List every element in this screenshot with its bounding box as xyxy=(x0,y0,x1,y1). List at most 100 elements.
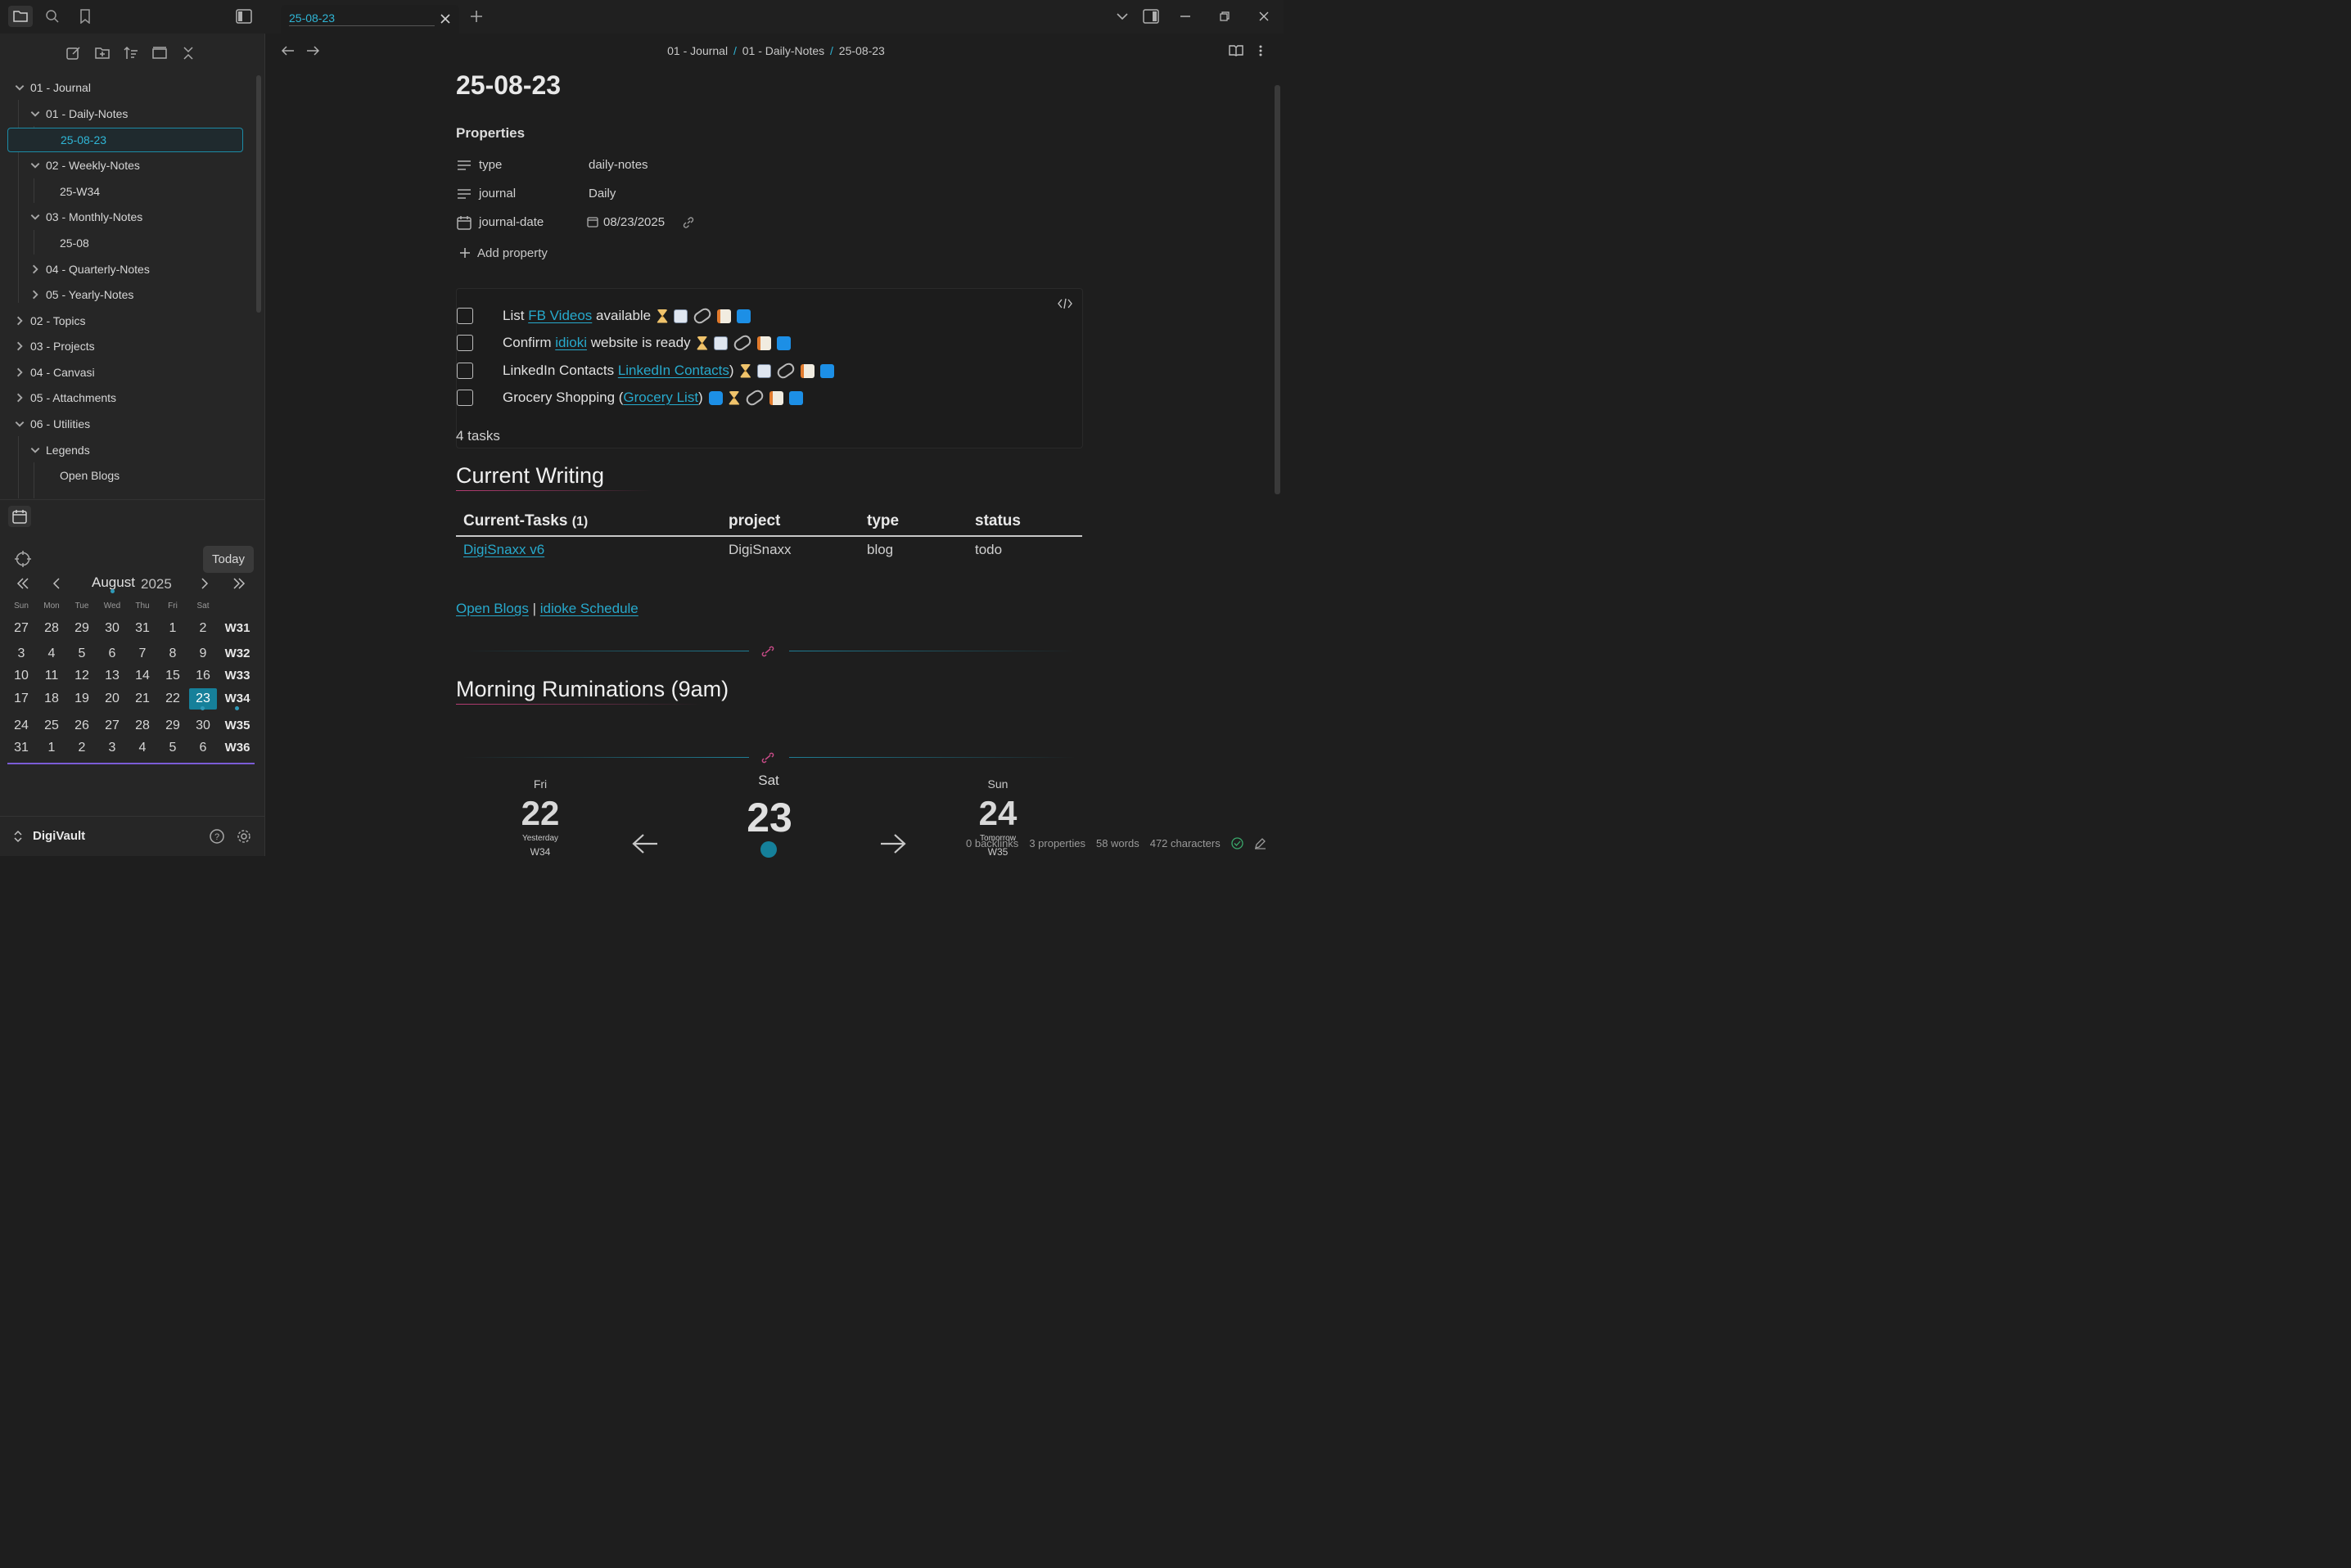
chain-link-icon[interactable] xyxy=(692,305,714,327)
tree-folder[interactable]: 01 - Daily-Notes xyxy=(29,102,128,125)
chevron-right-icon[interactable] xyxy=(29,264,41,275)
new-tab-icon[interactable] xyxy=(466,6,487,27)
chevron-down-icon[interactable] xyxy=(29,444,41,456)
more-options-icon[interactable] xyxy=(1250,40,1271,61)
prev-month-icon[interactable] xyxy=(46,573,67,594)
tree-folder[interactable]: 01 - Journal xyxy=(14,76,91,99)
schedule-link[interactable]: idioke Schedule xyxy=(539,601,639,616)
calendar-day[interactable]: 15 xyxy=(165,669,180,683)
calendar-day[interactable]: 6 xyxy=(108,647,116,660)
tree-folder[interactable]: 02 - Weekly-Notes xyxy=(29,154,140,177)
tree-folder[interactable]: Legends xyxy=(29,439,90,462)
arrow-right-icon[interactable] xyxy=(880,833,906,854)
calendar-day[interactable]: 2 xyxy=(199,621,207,635)
back-arrow-icon[interactable] xyxy=(278,40,299,61)
calendar-day[interactable]: 19 xyxy=(74,692,89,705)
forward-arrow-icon[interactable] xyxy=(302,40,323,61)
today-button[interactable]: Today xyxy=(203,546,254,573)
task-link[interactable]: LinkedIn Contacts xyxy=(617,363,729,378)
tree-item-active[interactable]: 25-08-23 xyxy=(7,128,243,152)
new-note-icon[interactable] xyxy=(63,43,84,64)
sync-check-icon[interactable] xyxy=(1231,836,1243,849)
chevron-down-icon[interactable] xyxy=(29,160,41,171)
calendar-day[interactable]: 27 xyxy=(105,719,120,732)
calendar-day[interactable]: 12 xyxy=(74,669,89,683)
next-month-icon[interactable] xyxy=(194,573,215,594)
calendar-icon[interactable] xyxy=(8,506,31,527)
task-checkbox[interactable] xyxy=(457,363,473,379)
property-date-value[interactable]: 08/23/2025 xyxy=(603,215,666,229)
calendar-day[interactable]: 8 xyxy=(169,647,177,660)
property-key[interactable]: type xyxy=(479,158,503,172)
calendar-day[interactable]: 17 xyxy=(14,692,29,705)
table-header-type[interactable]: type xyxy=(867,512,900,529)
properties-heading[interactable]: Properties xyxy=(456,125,526,141)
edit-mode-icon[interactable] xyxy=(1254,837,1266,849)
next-day-number[interactable]: 24 xyxy=(978,794,1018,832)
calendar-day[interactable]: 25 xyxy=(44,719,59,732)
calendar-day[interactable]: 30 xyxy=(105,621,120,635)
collapse-all-icon[interactable] xyxy=(178,43,199,64)
calendar-day[interactable]: 6 xyxy=(199,741,207,755)
task-link[interactable]: idioki xyxy=(555,335,587,350)
bookmark-icon[interactable] xyxy=(74,6,96,27)
status-characters[interactable]: 472 characters xyxy=(1149,836,1221,849)
chevron-down-icon[interactable] xyxy=(29,108,41,119)
calendar-day[interactable]: 4 xyxy=(138,741,147,755)
calendar-week-number[interactable]: W31 xyxy=(224,621,250,635)
task-link[interactable]: FB Videos xyxy=(528,308,593,323)
tree-folder[interactable]: 06 - Utilities xyxy=(14,412,90,435)
sidebar-scrollbar[interactable] xyxy=(256,75,261,313)
property-value[interactable]: daily-notes xyxy=(589,158,648,172)
tree-folder[interactable]: 04 - Quarterly-Notes xyxy=(29,258,150,281)
tree-folder[interactable]: 02 - Topics xyxy=(14,309,85,332)
prev-year-icon[interactable] xyxy=(12,573,34,594)
fast-forward-icon[interactable] xyxy=(776,336,791,350)
open-blogs-link[interactable]: Open Blogs xyxy=(456,601,529,616)
calendar-day[interactable]: 14 xyxy=(135,669,150,683)
status-backlinks[interactable]: 0 backlinks xyxy=(966,836,1019,849)
tree-folder[interactable]: 04 - Canvasi xyxy=(14,361,95,384)
task-link[interactable]: Grocery List xyxy=(623,390,699,405)
breadcrumb-item[interactable]: 01 - Daily-Notes xyxy=(742,44,825,57)
chain-link-icon[interactable] xyxy=(743,387,765,408)
calendar-day[interactable]: 22 xyxy=(165,692,180,705)
fast-forward-icon[interactable] xyxy=(819,363,834,378)
task-checkbox[interactable] xyxy=(457,335,473,351)
next-year-icon[interactable] xyxy=(228,573,250,594)
property-key[interactable]: journal-date xyxy=(479,215,544,229)
status-properties[interactable]: 3 properties xyxy=(1029,836,1085,849)
search-icon[interactable] xyxy=(42,6,63,27)
task-checkbox[interactable] xyxy=(457,390,473,406)
chevron-down-icon[interactable] xyxy=(29,211,41,223)
calendar-day[interactable]: 28 xyxy=(44,621,59,635)
morning-ruminations-heading[interactable]: Morning Ruminations (9am) xyxy=(456,677,729,701)
tree-file[interactable]: Open Blogs xyxy=(60,464,120,487)
calendar-day[interactable]: 29 xyxy=(165,719,180,732)
calendar-week-number[interactable]: W36 xyxy=(224,741,250,755)
chain-link-icon[interactable] xyxy=(774,360,796,381)
code-icon[interactable] xyxy=(1054,293,1076,314)
restore-icon[interactable] xyxy=(1214,6,1235,27)
arrow-left-icon[interactable] xyxy=(632,833,658,854)
vault-name[interactable]: DigiVault xyxy=(33,829,86,843)
chevron-right-icon[interactable] xyxy=(14,367,25,378)
minimize-icon[interactable] xyxy=(1175,6,1196,27)
property-value[interactable]: Daily xyxy=(589,187,616,201)
settings-gear-icon[interactable] xyxy=(233,826,255,847)
calendar-day[interactable]: 21 xyxy=(135,692,150,705)
chain-link-icon[interactable] xyxy=(731,332,753,354)
close-tab-icon[interactable] xyxy=(435,8,456,29)
prev-day-number[interactable]: 22 xyxy=(521,794,560,832)
vault-switch-icon[interactable] xyxy=(7,826,29,847)
calendar-day[interactable]: 24 xyxy=(14,719,29,732)
calendar-day[interactable]: 27 xyxy=(14,621,29,635)
tree-folder[interactable]: 03 - Projects xyxy=(14,335,95,358)
calendar-day[interactable]: 29 xyxy=(74,621,89,635)
calendar-day[interactable]: 18 xyxy=(44,692,59,705)
chevron-right-icon[interactable] xyxy=(14,315,25,327)
tab-active[interactable] xyxy=(281,5,459,34)
tree-file[interactable]: 25-08 xyxy=(60,232,89,255)
link-icon[interactable] xyxy=(682,216,695,229)
crosshair-icon[interactable] xyxy=(12,548,34,570)
